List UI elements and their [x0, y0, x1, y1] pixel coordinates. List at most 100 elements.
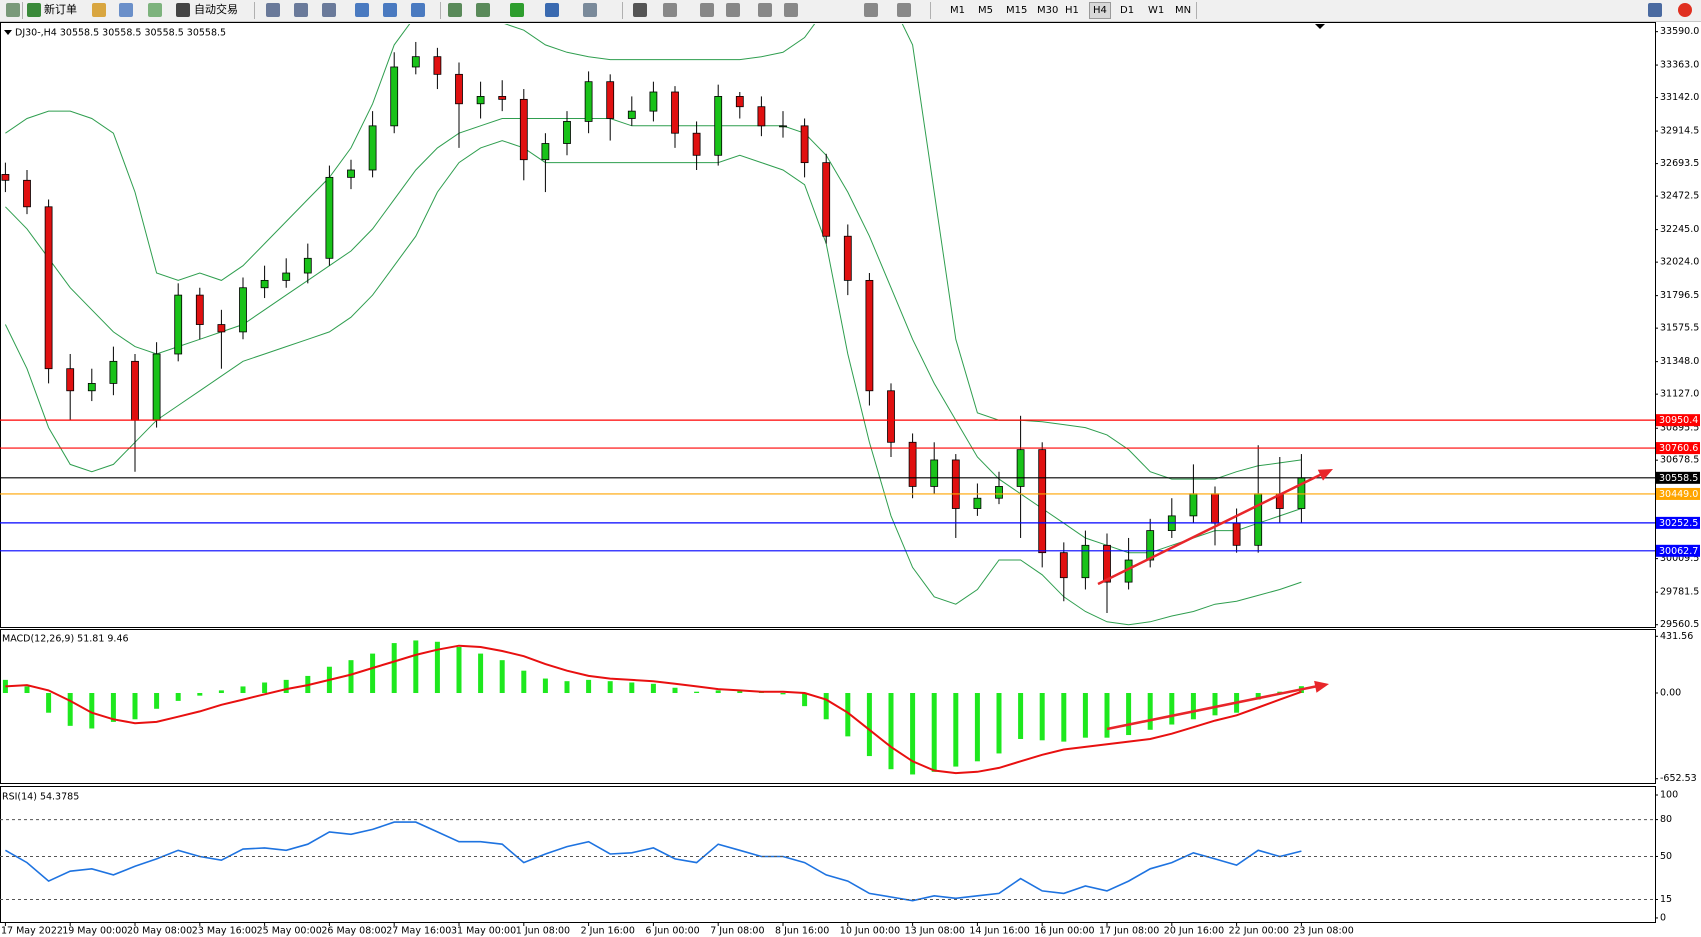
icon — [758, 3, 772, 17]
macd-bar — [629, 682, 635, 694]
candle-body — [1038, 449, 1047, 554]
macd-bar — [1104, 693, 1110, 738]
y-tick-label: 29560.5 — [1660, 619, 1699, 630]
candle-body — [1254, 493, 1263, 546]
level-label-box — [1656, 487, 1700, 500]
macd-bar — [910, 693, 916, 775]
timeframe-button[interactable]: W1 — [1148, 5, 1165, 16]
new-order-button[interactable]: 新订单 — [44, 3, 77, 16]
macd-bar — [715, 690, 721, 694]
level-label: 30252.5 — [1659, 518, 1698, 529]
icon — [864, 3, 878, 17]
icon — [726, 3, 740, 17]
macd-bar — [931, 693, 937, 772]
x-tick-label: 17 May 2022 — [1, 926, 63, 937]
timeframe-button[interactable]: H4 — [1089, 2, 1111, 19]
search-icon[interactable] — [1648, 3, 1662, 17]
trend-arrows — [1097, 469, 1333, 731]
macd-bar — [2, 679, 8, 694]
candle-body — [498, 96, 507, 100]
x-tick-label: 8 Jun 16:00 — [775, 926, 829, 937]
main-title: DJ30-,H4 30558.5 30558.5 30558.5 30558.5 — [15, 28, 226, 39]
symbol-marker — [4, 30, 12, 35]
macd-bar — [175, 693, 181, 701]
separator — [930, 2, 931, 19]
icon — [897, 3, 911, 17]
y-tick-label: 431.56 — [1660, 631, 1693, 642]
macd-bar — [823, 693, 829, 720]
level-label: 30449.0 — [1659, 489, 1698, 500]
timeframe-button[interactable]: M5 — [978, 5, 993, 16]
timeframe-button[interactable]: M15 — [1006, 5, 1028, 16]
candle-body — [843, 235, 852, 281]
candle-body — [973, 497, 982, 509]
macd-bar — [996, 693, 1002, 754]
x-tick-label: 13 Jun 08:00 — [905, 926, 965, 937]
macd-bar — [974, 693, 980, 762]
icon — [322, 3, 336, 17]
candle-body — [800, 125, 809, 164]
macd-bar — [1147, 693, 1153, 730]
icon — [545, 3, 559, 17]
macd-bar — [1018, 693, 1024, 739]
macd-bar — [672, 687, 678, 694]
macd-bar — [478, 653, 484, 694]
macd-signal-line — [5, 644, 1302, 775]
candle-body — [692, 132, 701, 156]
timeframe-button[interactable]: D1 — [1120, 5, 1135, 16]
notification-icon[interactable] — [1678, 3, 1692, 17]
x-tick-label: 14 Jun 16:00 — [969, 926, 1029, 937]
macd-bar — [845, 693, 851, 737]
timeframe-button[interactable]: MN — [1175, 5, 1192, 16]
icon — [476, 3, 490, 17]
icon — [294, 3, 308, 17]
candle-body — [995, 486, 1003, 499]
timeframe-button[interactable]: M1 — [950, 5, 965, 16]
candle-body — [1059, 552, 1068, 579]
icon — [266, 3, 280, 17]
x-tick-label: 2 Jun 16:00 — [581, 926, 635, 937]
x-tick-label: 16 Jun 00:00 — [1034, 926, 1094, 937]
candle-body — [195, 294, 204, 325]
x-tick-label: 23 May 16:00 — [192, 926, 257, 937]
icon — [6, 3, 20, 17]
y-tick-label: 32024.0 — [1660, 257, 1699, 268]
trend-arrow-head — [1317, 469, 1333, 481]
auto-trading-button[interactable]: 自动交易 — [194, 3, 238, 16]
candle-body — [779, 125, 787, 128]
macd-bar — [521, 670, 527, 694]
y-tick-label: 50 — [1660, 851, 1672, 862]
macd-bar — [780, 693, 786, 695]
candle-body — [649, 91, 658, 112]
macd-bar — [132, 693, 138, 720]
macd-bar — [1212, 693, 1218, 716]
macd-title: MACD(12,26,9) 51.81 9.46 — [2, 634, 129, 645]
macd-bar — [1255, 693, 1261, 700]
macd-bar — [1190, 693, 1196, 720]
bollinger-lower — [4, 140, 1302, 626]
candle-body — [930, 459, 939, 487]
macd-bar — [953, 693, 959, 767]
panel-frame — [0, 22, 1656, 628]
candle-body — [152, 353, 161, 421]
y-tick-label: 15 — [1660, 894, 1672, 905]
candle-body — [66, 368, 75, 392]
macd-bar — [1126, 693, 1132, 736]
timeframe-button[interactable]: H1 — [1065, 5, 1079, 16]
y-tick-label: 31796.5 — [1660, 290, 1699, 301]
y-tick-label: 30009.5 — [1660, 553, 1699, 564]
macd-bar — [1082, 693, 1088, 738]
icon — [355, 3, 369, 17]
candle-body — [1016, 449, 1025, 487]
candle-body — [584, 81, 593, 122]
candle-body — [239, 287, 247, 333]
level-label: 30760.6 — [1659, 443, 1698, 454]
macd-bar — [866, 693, 872, 757]
macd-bar — [564, 681, 570, 694]
timeframe-button[interactable]: M30 — [1037, 5, 1059, 16]
y-tick-label: 31348.0 — [1660, 356, 1699, 367]
macd-bar — [218, 690, 224, 694]
rsi-line — [5, 821, 1302, 902]
